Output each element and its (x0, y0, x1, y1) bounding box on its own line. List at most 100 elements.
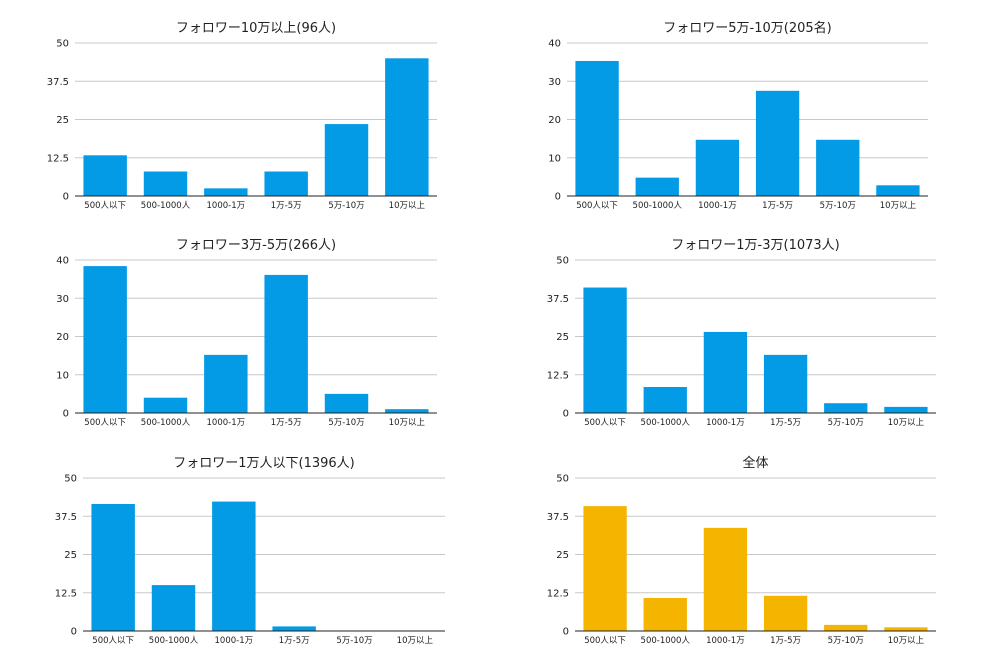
chart-5: フォロワー1万人以下(1396人) 0 12.5 25 37.5 50 500人以下 500-… (55, 456, 445, 646)
bar (583, 287, 627, 413)
bar (824, 403, 868, 413)
bar (635, 177, 679, 196)
bar (272, 626, 316, 631)
y-tick-label: 50 (556, 256, 569, 267)
x-tick-label: 10万以上 (397, 636, 434, 646)
x-tick-label: 1万-5万 (279, 636, 310, 646)
bar (583, 506, 627, 631)
y-tick-label: 25 (556, 332, 569, 343)
bar (264, 171, 308, 196)
bar (703, 331, 748, 413)
y-tick-label: 10 (56, 370, 69, 381)
bar (204, 188, 248, 196)
bar (876, 185, 920, 196)
x-tick-label: 500人以下 (584, 636, 626, 646)
x-tick-label: 1000-1万 (706, 636, 745, 646)
chart-title: フォロワー5万-10万(205名) (663, 20, 831, 36)
x-tick-label: 5万-10万 (328, 418, 364, 428)
x-tick-label: 5万-10万 (336, 636, 372, 646)
x-tick-label: 1000-1万 (215, 636, 254, 646)
y-tick-label: 0 (71, 627, 77, 638)
x-tick-label: 1000-1万 (207, 418, 246, 428)
y-tick-label: 0 (63, 192, 69, 203)
y-tick-label: 12.5 (547, 370, 569, 381)
y-tick-label: 20 (548, 115, 561, 126)
chart-title: フォロワー10万以上(96人) (176, 21, 336, 36)
x-tick-label: 5万-10万 (828, 636, 864, 646)
y-tick-label: 0 (63, 409, 69, 420)
x-tick-label: 500人以下 (84, 418, 126, 428)
chart-1: フォロワー10万以上(96人) 0 12.5 25 37.5 50 500人以下 500-10… (47, 21, 437, 211)
bar (204, 354, 248, 413)
x-tick-label: 500-1000人 (633, 201, 683, 211)
y-tick-label: 30 (548, 77, 561, 88)
y-tick-label: 40 (56, 256, 69, 267)
x-tick-label: 500人以下 (584, 418, 626, 428)
x-tick-label: 1万-5万 (770, 636, 801, 646)
bar (703, 527, 748, 631)
x-tick-label: 500-1000人 (641, 636, 691, 646)
x-tick-label: 1000-1万 (706, 418, 745, 428)
x-tick-label: 500人以下 (84, 201, 126, 211)
bar (763, 354, 808, 413)
x-tick-label: 10万以上 (389, 201, 426, 211)
y-tick-label: 50 (64, 474, 77, 485)
y-tick-label: 25 (64, 550, 77, 561)
x-tick-label: 10万以上 (888, 636, 925, 646)
y-tick-label: 37.5 (547, 512, 569, 523)
y-tick-label: 10 (548, 153, 561, 164)
chart-3: フォロワー3万-5万(266人) 0 10 20 30 40 500人以下 500-1000人… (56, 238, 437, 428)
bar (763, 595, 808, 631)
y-tick-label: 0 (555, 192, 561, 203)
chart-title: フォロワー1万人以下(1396人) (173, 456, 355, 471)
y-tick-label: 50 (556, 474, 569, 485)
x-tick-label: 10万以上 (880, 201, 917, 211)
y-tick-label: 37.5 (547, 294, 569, 305)
x-tick-label: 500-1000人 (641, 418, 691, 428)
bar (324, 393, 369, 413)
x-tick-label: 1000-1万 (698, 201, 737, 211)
x-tick-label: 1万-5万 (271, 418, 302, 428)
bar (143, 171, 188, 196)
bar (575, 60, 619, 196)
x-tick-label: 10万以上 (389, 418, 426, 428)
x-tick-label: 1万-5万 (770, 418, 801, 428)
bar (643, 386, 687, 413)
chart-title: フォロワー3万-5万(266人) (176, 238, 336, 253)
chart-title: フォロワー1万-3万(1073人) (671, 238, 839, 253)
chart-4: フォロワー1万-3万(1073人) 0 12.5 25 37.5 50 500人以下 500-… (547, 238, 936, 428)
y-tick-label: 37.5 (55, 512, 77, 523)
y-tick-label: 0 (563, 409, 569, 420)
y-tick-label: 25 (556, 550, 569, 561)
bar (83, 155, 127, 196)
bar (884, 406, 928, 413)
bar (151, 585, 196, 631)
y-tick-label: 40 (548, 39, 561, 50)
x-tick-label: 500-1000人 (149, 636, 199, 646)
bar (385, 58, 429, 196)
bar (264, 274, 308, 413)
y-tick-label: 20 (56, 332, 69, 343)
x-tick-label: 5万-10万 (820, 201, 856, 211)
y-tick-label: 12.5 (547, 588, 569, 599)
y-tick-label: 0 (563, 627, 569, 638)
bar (755, 90, 800, 196)
bar (695, 139, 740, 196)
y-tick-label: 25 (56, 115, 69, 126)
x-tick-label: 1万-5万 (271, 201, 302, 211)
y-tick-label: 12.5 (47, 153, 69, 164)
x-tick-label: 500-1000人 (141, 201, 191, 211)
x-tick-label: 10万以上 (888, 418, 925, 428)
bar (91, 504, 135, 631)
bar (824, 624, 868, 631)
y-tick-label: 37.5 (47, 77, 69, 88)
chart-2: フォロワー5万-10万(205名) 0 10 20 30 40 500人以下 500-1000… (548, 20, 928, 211)
x-tick-label: 5万-10万 (828, 418, 864, 428)
y-tick-label: 12.5 (55, 588, 77, 599)
y-tick-label: 50 (56, 39, 69, 50)
bar (643, 597, 687, 631)
x-tick-label: 1万-5万 (762, 201, 793, 211)
bar (143, 397, 188, 413)
bar (83, 266, 127, 413)
